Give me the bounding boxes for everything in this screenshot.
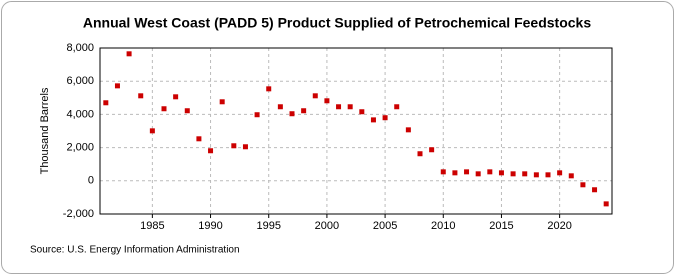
point (254, 112, 260, 118)
x-tick-label: 1990 (198, 220, 222, 232)
point (114, 83, 120, 89)
point (149, 128, 155, 134)
y-tick-label: -2,000 (63, 208, 94, 220)
point (382, 115, 388, 121)
point (475, 171, 481, 177)
point (219, 99, 225, 105)
point (370, 117, 376, 123)
plot-area (99, 47, 613, 215)
point (429, 147, 435, 153)
point (173, 94, 179, 100)
point (545, 172, 551, 178)
point (440, 169, 446, 175)
point (394, 104, 400, 110)
point (359, 109, 365, 115)
y-tick-label: 6,000 (66, 75, 94, 87)
point (266, 86, 272, 92)
point (452, 170, 458, 176)
point (487, 169, 493, 175)
point (417, 151, 423, 157)
point (405, 127, 411, 133)
point (336, 104, 342, 110)
point (568, 173, 574, 179)
point (301, 108, 307, 114)
y-tick-label: 2,000 (66, 142, 94, 154)
point (603, 201, 609, 207)
x-tick-label: 2005 (373, 220, 397, 232)
point (242, 144, 248, 150)
point (498, 170, 504, 176)
point (592, 187, 598, 193)
point (464, 169, 470, 175)
point (184, 108, 190, 114)
point (208, 148, 214, 154)
x-tick-label: 2000 (315, 220, 339, 232)
point (510, 171, 516, 177)
chart-title: Annual West Coast (PADD 5) Product Suppl… (83, 15, 591, 31)
y-tick-label: 0 (88, 175, 94, 187)
x-tick-label: 1995 (256, 220, 280, 232)
y-tick-label: 4,000 (66, 108, 94, 120)
point (161, 106, 167, 112)
point (103, 100, 109, 106)
frame (1, 1, 674, 274)
point (126, 51, 132, 57)
point (196, 136, 202, 142)
x-tick-label: 2010 (431, 220, 455, 232)
point (557, 170, 563, 176)
point (522, 171, 528, 177)
point (277, 104, 283, 110)
point (289, 111, 295, 117)
point (324, 98, 330, 104)
point (312, 93, 318, 99)
point (138, 93, 144, 99)
point (580, 182, 586, 188)
x-tick-label: 1985 (140, 220, 164, 232)
source: Source: U.S. Energy Information Administ… (30, 245, 240, 256)
point (533, 172, 539, 178)
y-tick-label: 8,000 (66, 42, 94, 54)
point (347, 104, 353, 110)
x-tick-label: 2020 (547, 220, 571, 232)
point (231, 143, 237, 149)
y-axis-label: Thousand Barrels (39, 87, 51, 174)
x-tick-label: 2015 (489, 220, 513, 232)
